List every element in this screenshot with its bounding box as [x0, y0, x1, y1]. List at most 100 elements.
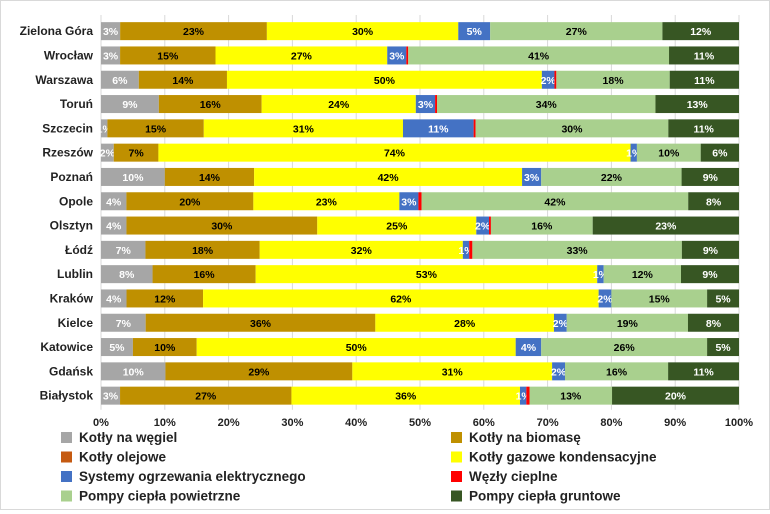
bar-segment: [421, 192, 689, 211]
bar-segment: [473, 119, 476, 138]
data-label: 13%: [687, 99, 709, 111]
bar-segment: [203, 119, 403, 138]
bar-segment: [603, 265, 681, 284]
bar-segment: [490, 22, 663, 41]
bar-segment: [158, 143, 631, 162]
data-label: 23%: [316, 196, 338, 208]
data-label: 2%: [541, 75, 557, 87]
data-label: 27%: [195, 391, 217, 403]
data-label: 7%: [116, 245, 132, 257]
data-label: 11%: [428, 123, 449, 135]
data-label: 29%: [248, 366, 270, 378]
tick-label: 40%: [345, 417, 367, 429]
legend-swatch: [451, 490, 462, 502]
bar-segment: [688, 192, 739, 211]
bar-segment: [472, 240, 682, 259]
data-label: 2%: [475, 221, 491, 233]
category-label: Kraków: [50, 291, 94, 305]
data-label: 22%: [601, 172, 623, 184]
tick-label: 60%: [473, 417, 495, 429]
category-label: Warszawa: [35, 73, 93, 87]
bar-segment: [598, 289, 612, 308]
bar-segment: [101, 119, 108, 138]
data-label: 41%: [528, 50, 550, 62]
data-label: 4%: [106, 293, 122, 305]
bar-segment: [101, 192, 127, 211]
bar-segment: [687, 313, 739, 332]
data-label: 10%: [123, 366, 145, 378]
bar-segment: [101, 338, 133, 357]
bar-segment: [291, 386, 520, 405]
data-label: 36%: [395, 391, 417, 403]
category-label: Wrocław: [44, 48, 94, 62]
tick-label: 30%: [281, 417, 303, 429]
data-label: 11%: [693, 123, 714, 135]
bar-segment: [554, 70, 557, 89]
legend-swatch: [451, 451, 462, 463]
data-label: 8%: [119, 269, 135, 281]
bar-segment: [541, 167, 682, 186]
data-label: 3%: [103, 50, 119, 62]
bar-segment: [145, 313, 376, 332]
data-label: 23%: [183, 26, 205, 38]
bar-segment: [662, 22, 739, 41]
bar-segment: [437, 95, 656, 114]
legend-swatch: [61, 490, 72, 502]
bar-segment: [120, 46, 216, 65]
bar-segment: [107, 119, 204, 138]
category-label: Kielce: [58, 316, 94, 330]
tick-label: 70%: [537, 417, 559, 429]
legend-label: Kotły na biomasę: [469, 430, 581, 445]
bar-segment: [164, 167, 255, 186]
category-label: Rzeszów: [42, 146, 93, 160]
data-label: 28%: [454, 318, 476, 330]
legend-label: Pompy ciepła gruntowe: [469, 489, 621, 504]
data-label: 50%: [374, 75, 396, 87]
tick-label: 100%: [725, 417, 753, 429]
legend-label: Systemy ogrzewania elektrycznego: [79, 469, 306, 484]
bar-segment: [317, 216, 477, 235]
bar-segment: [462, 240, 470, 259]
data-label: 16%: [606, 366, 628, 378]
bar-segment: [126, 289, 204, 308]
tick-label: 20%: [218, 417, 240, 429]
data-label: 11%: [694, 50, 715, 62]
legend-swatch: [451, 432, 462, 443]
bar-segment: [592, 216, 739, 235]
data-label: 15%: [145, 123, 167, 135]
bar-segment: [138, 70, 227, 89]
bar-segment: [707, 338, 739, 357]
data-label: 11%: [693, 366, 714, 378]
bar-segment: [101, 289, 127, 308]
bar-segment: [458, 22, 491, 41]
category-label: Gdańsk: [49, 364, 93, 378]
data-label: 3%: [389, 50, 405, 62]
legend-label: Kotły olejowe: [79, 450, 167, 465]
bar-segment: [259, 240, 463, 259]
data-label: 42%: [378, 172, 400, 184]
data-label: 27%: [291, 50, 313, 62]
bar-segment: [126, 216, 318, 235]
legend-swatch: [61, 432, 72, 443]
data-label: 23%: [655, 221, 677, 233]
data-label: 12%: [690, 26, 712, 38]
category-label: Olsztyn: [50, 219, 93, 233]
data-label: 2%: [551, 366, 567, 378]
data-label: 11%: [694, 75, 715, 87]
legend-swatch: [61, 471, 72, 482]
bar-segment: [553, 313, 567, 332]
data-label: 9%: [703, 172, 719, 184]
bar-segment: [476, 216, 490, 235]
data-label: 74%: [384, 148, 406, 160]
data-label: 20%: [665, 391, 687, 403]
bar-segment: [707, 289, 739, 308]
bar-segment: [408, 46, 670, 65]
bar-segment: [556, 70, 670, 89]
tick-label: 80%: [600, 417, 622, 429]
data-label: 4%: [106, 196, 122, 208]
data-label: 18%: [192, 245, 214, 257]
data-label: 6%: [112, 75, 128, 87]
bar-segment: [402, 119, 474, 138]
data-label: 50%: [346, 342, 368, 354]
